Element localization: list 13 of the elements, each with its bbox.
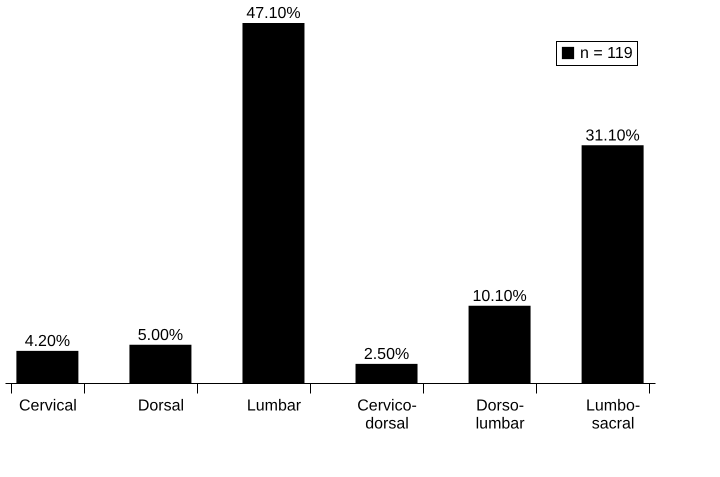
x-tick-label: Lumbar (246, 398, 302, 414)
data-label: 10.10% (472, 288, 527, 305)
data-label: 47.10% (246, 5, 301, 22)
data-label: 5.00% (138, 326, 184, 344)
x-tick-label: Dorso-lumbar (476, 398, 526, 432)
data-label: 31.10% (585, 127, 640, 144)
x-tick-label: Cervico-dorsal (357, 398, 417, 432)
x-tick-label: Lumbo-sacral (586, 398, 640, 432)
x-tick-label: Dorsal (138, 398, 184, 414)
x-tick-label: Cervical (18, 398, 77, 414)
legend-label: n = 119 (580, 45, 633, 62)
data-label: 2.50% (364, 346, 410, 363)
data-label: 4.20% (24, 332, 70, 350)
